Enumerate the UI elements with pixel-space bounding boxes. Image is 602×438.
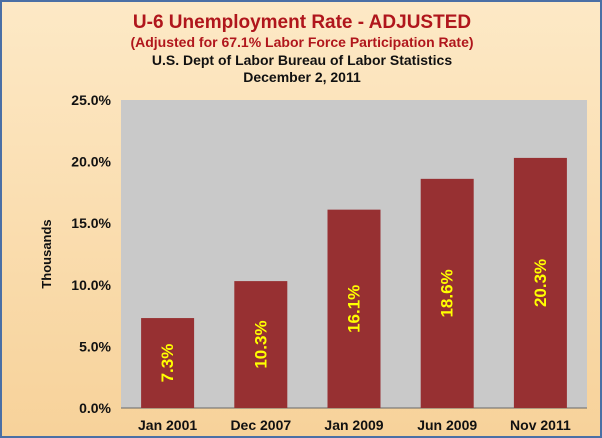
x-axis-categories: Jan 2001 Dec 2007 Jan 2009 Jun 2009 Nov 2011 [138, 417, 571, 433]
chart-title: U-6 Unemployment Rate - ADJUSTED [133, 12, 471, 33]
y-axis-label: Thousands [39, 219, 54, 288]
y-tick-label: 15.0% [71, 215, 111, 231]
y-tick-label: 0.0% [79, 400, 111, 416]
bar [513, 157, 567, 408]
y-tick-label: 5.0% [79, 338, 111, 354]
x-category-label: Jan 2009 [324, 417, 383, 433]
bar-data-label: 7.3% [158, 344, 177, 383]
bar-data-label: 10.3% [251, 320, 270, 368]
bar [327, 209, 381, 408]
y-axis-ticks: 0.0% 5.0% 10.0% 15.0% 20.0% 25.0% [71, 92, 111, 416]
y-tick-label: 25.0% [71, 92, 111, 108]
chart-source: U.S. Dept of Labor Bureau of Labor Stati… [152, 52, 452, 68]
bar-data-label: 16.1% [345, 285, 364, 333]
x-category-label: Jan 2001 [138, 417, 197, 433]
bar [141, 318, 195, 408]
bar [420, 178, 474, 408]
chart-date: December 2, 2011 [243, 69, 361, 85]
bar-data-label: 18.6% [438, 269, 457, 317]
bar-data-label: 20.3% [531, 259, 550, 307]
x-category-label: Jun 2009 [417, 417, 477, 433]
y-tick-label: 20.0% [71, 154, 111, 170]
x-category-label: Nov 2011 [510, 417, 571, 433]
x-category-label: Dec 2007 [230, 417, 291, 433]
bar [234, 281, 288, 408]
bars: 7.3% 10.3% 16.1% 18.6% 20.3% [141, 157, 567, 408]
chart-subtitle: (Adjusted for 67.1% Labor Force Particip… [130, 34, 473, 50]
y-tick-label: 10.0% [71, 277, 111, 293]
